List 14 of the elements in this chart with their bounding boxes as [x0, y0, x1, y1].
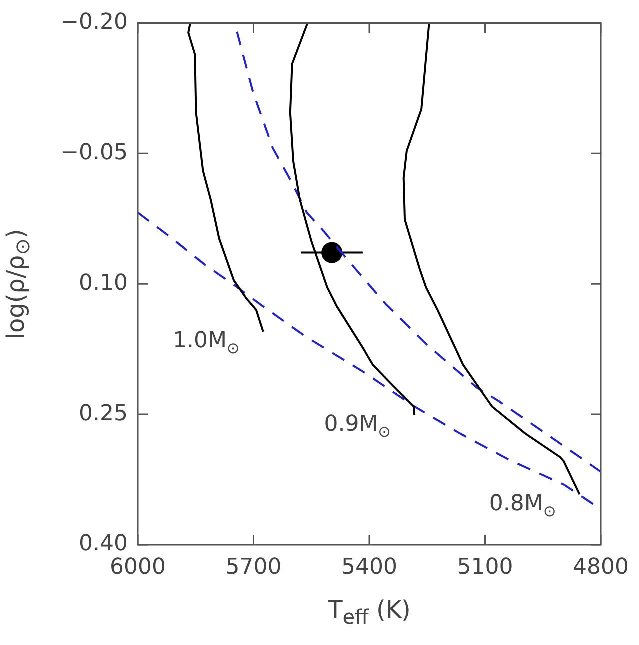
y-tick-label: 0.25: [79, 401, 128, 426]
x-tick-label: 4800: [573, 554, 630, 580]
series-label: 0.8M⊙: [489, 491, 556, 520]
y-tick-label: −0.20: [60, 10, 128, 35]
x-tick-label: 5100: [457, 554, 514, 580]
y-tick-label: −0.05: [60, 140, 128, 166]
x-tick-label: 6000: [110, 554, 166, 580]
x-axis-title: T$_{eff}$ (K): [327, 596, 412, 629]
y-tick-label: 0.10: [79, 270, 128, 296]
series-label: 1.0M⊙: [172, 328, 240, 358]
y-tick-label: 0.40: [79, 532, 128, 557]
series-label: 0.9M⊙: [324, 412, 392, 442]
x-tick-label: 5700: [226, 554, 282, 580]
x-tick-label: 5400: [342, 554, 398, 580]
